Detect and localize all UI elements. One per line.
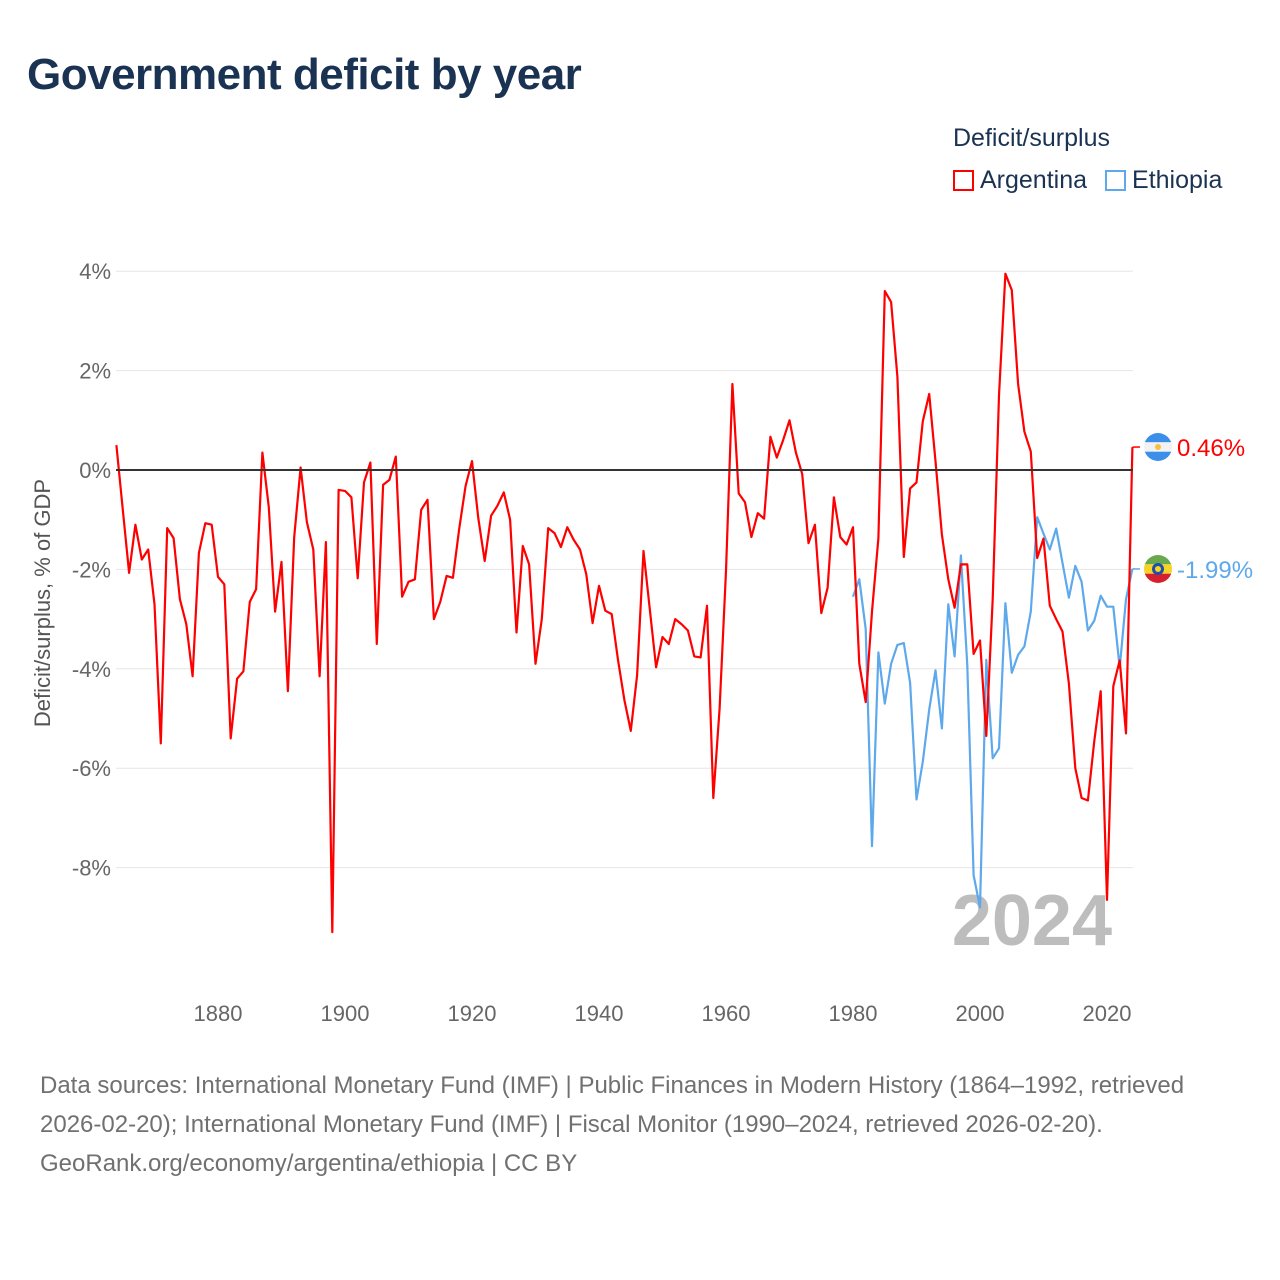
credit-link[interactable]: GeoRank.org/economy/argentina/ethiopia |… xyxy=(40,1150,578,1177)
argentina-flag-icon xyxy=(1144,433,1172,461)
x-tick-label: 1880 xyxy=(194,1001,243,1026)
legend-label: Ethiopia xyxy=(1132,166,1223,194)
ethiopia-flag-icon xyxy=(1144,555,1172,583)
x-tick-label: 1900 xyxy=(321,1001,370,1026)
data-sources: Data sources: International Monetary Fun… xyxy=(40,1072,1185,1138)
x-tick-label: 1960 xyxy=(702,1001,751,1026)
legend-item-ethiopia[interactable]: Ethiopia xyxy=(1105,166,1222,195)
chart-title: Government deficit by year xyxy=(27,50,582,99)
legend-item-argentina[interactable]: Argentina xyxy=(953,166,1087,195)
footer: Data sources: International Monetary Fun… xyxy=(40,1066,1240,1183)
series-line-ethiopia xyxy=(851,516,1134,909)
y-tick-label: 2% xyxy=(79,359,111,384)
y-tick-label: 0% xyxy=(79,458,111,483)
legend-label: Argentina xyxy=(980,166,1088,194)
x-tick-label: 2020 xyxy=(1083,1001,1132,1026)
end-value-label: -1.99% xyxy=(1177,557,1253,584)
x-tick-label: 1920 xyxy=(448,1001,497,1026)
y-tick-label: -6% xyxy=(72,756,111,781)
end-value-label: 0.46% xyxy=(1177,435,1245,462)
year-watermark: 2024 xyxy=(952,881,1112,961)
legend-swatch-argentina xyxy=(953,170,974,191)
x-tick-label: 1940 xyxy=(575,1001,624,1026)
y-tick-label: -2% xyxy=(72,557,111,582)
series-line-argentina xyxy=(115,272,1134,934)
x-tick-label: 2000 xyxy=(956,1001,1005,1026)
legend-swatch-ethiopia xyxy=(1105,170,1127,191)
y-tick-label: -4% xyxy=(72,657,111,682)
legend-title: Deficit/surplus xyxy=(953,124,1110,152)
legend: Argentina Ethiopia xyxy=(953,166,1222,195)
y-tick-label: -8% xyxy=(72,856,111,881)
y-axis-label: Deficit/surplus, % of GDP xyxy=(30,479,55,727)
y-tick-label: 4% xyxy=(79,259,111,284)
x-tick-label: 1980 xyxy=(829,1001,878,1026)
